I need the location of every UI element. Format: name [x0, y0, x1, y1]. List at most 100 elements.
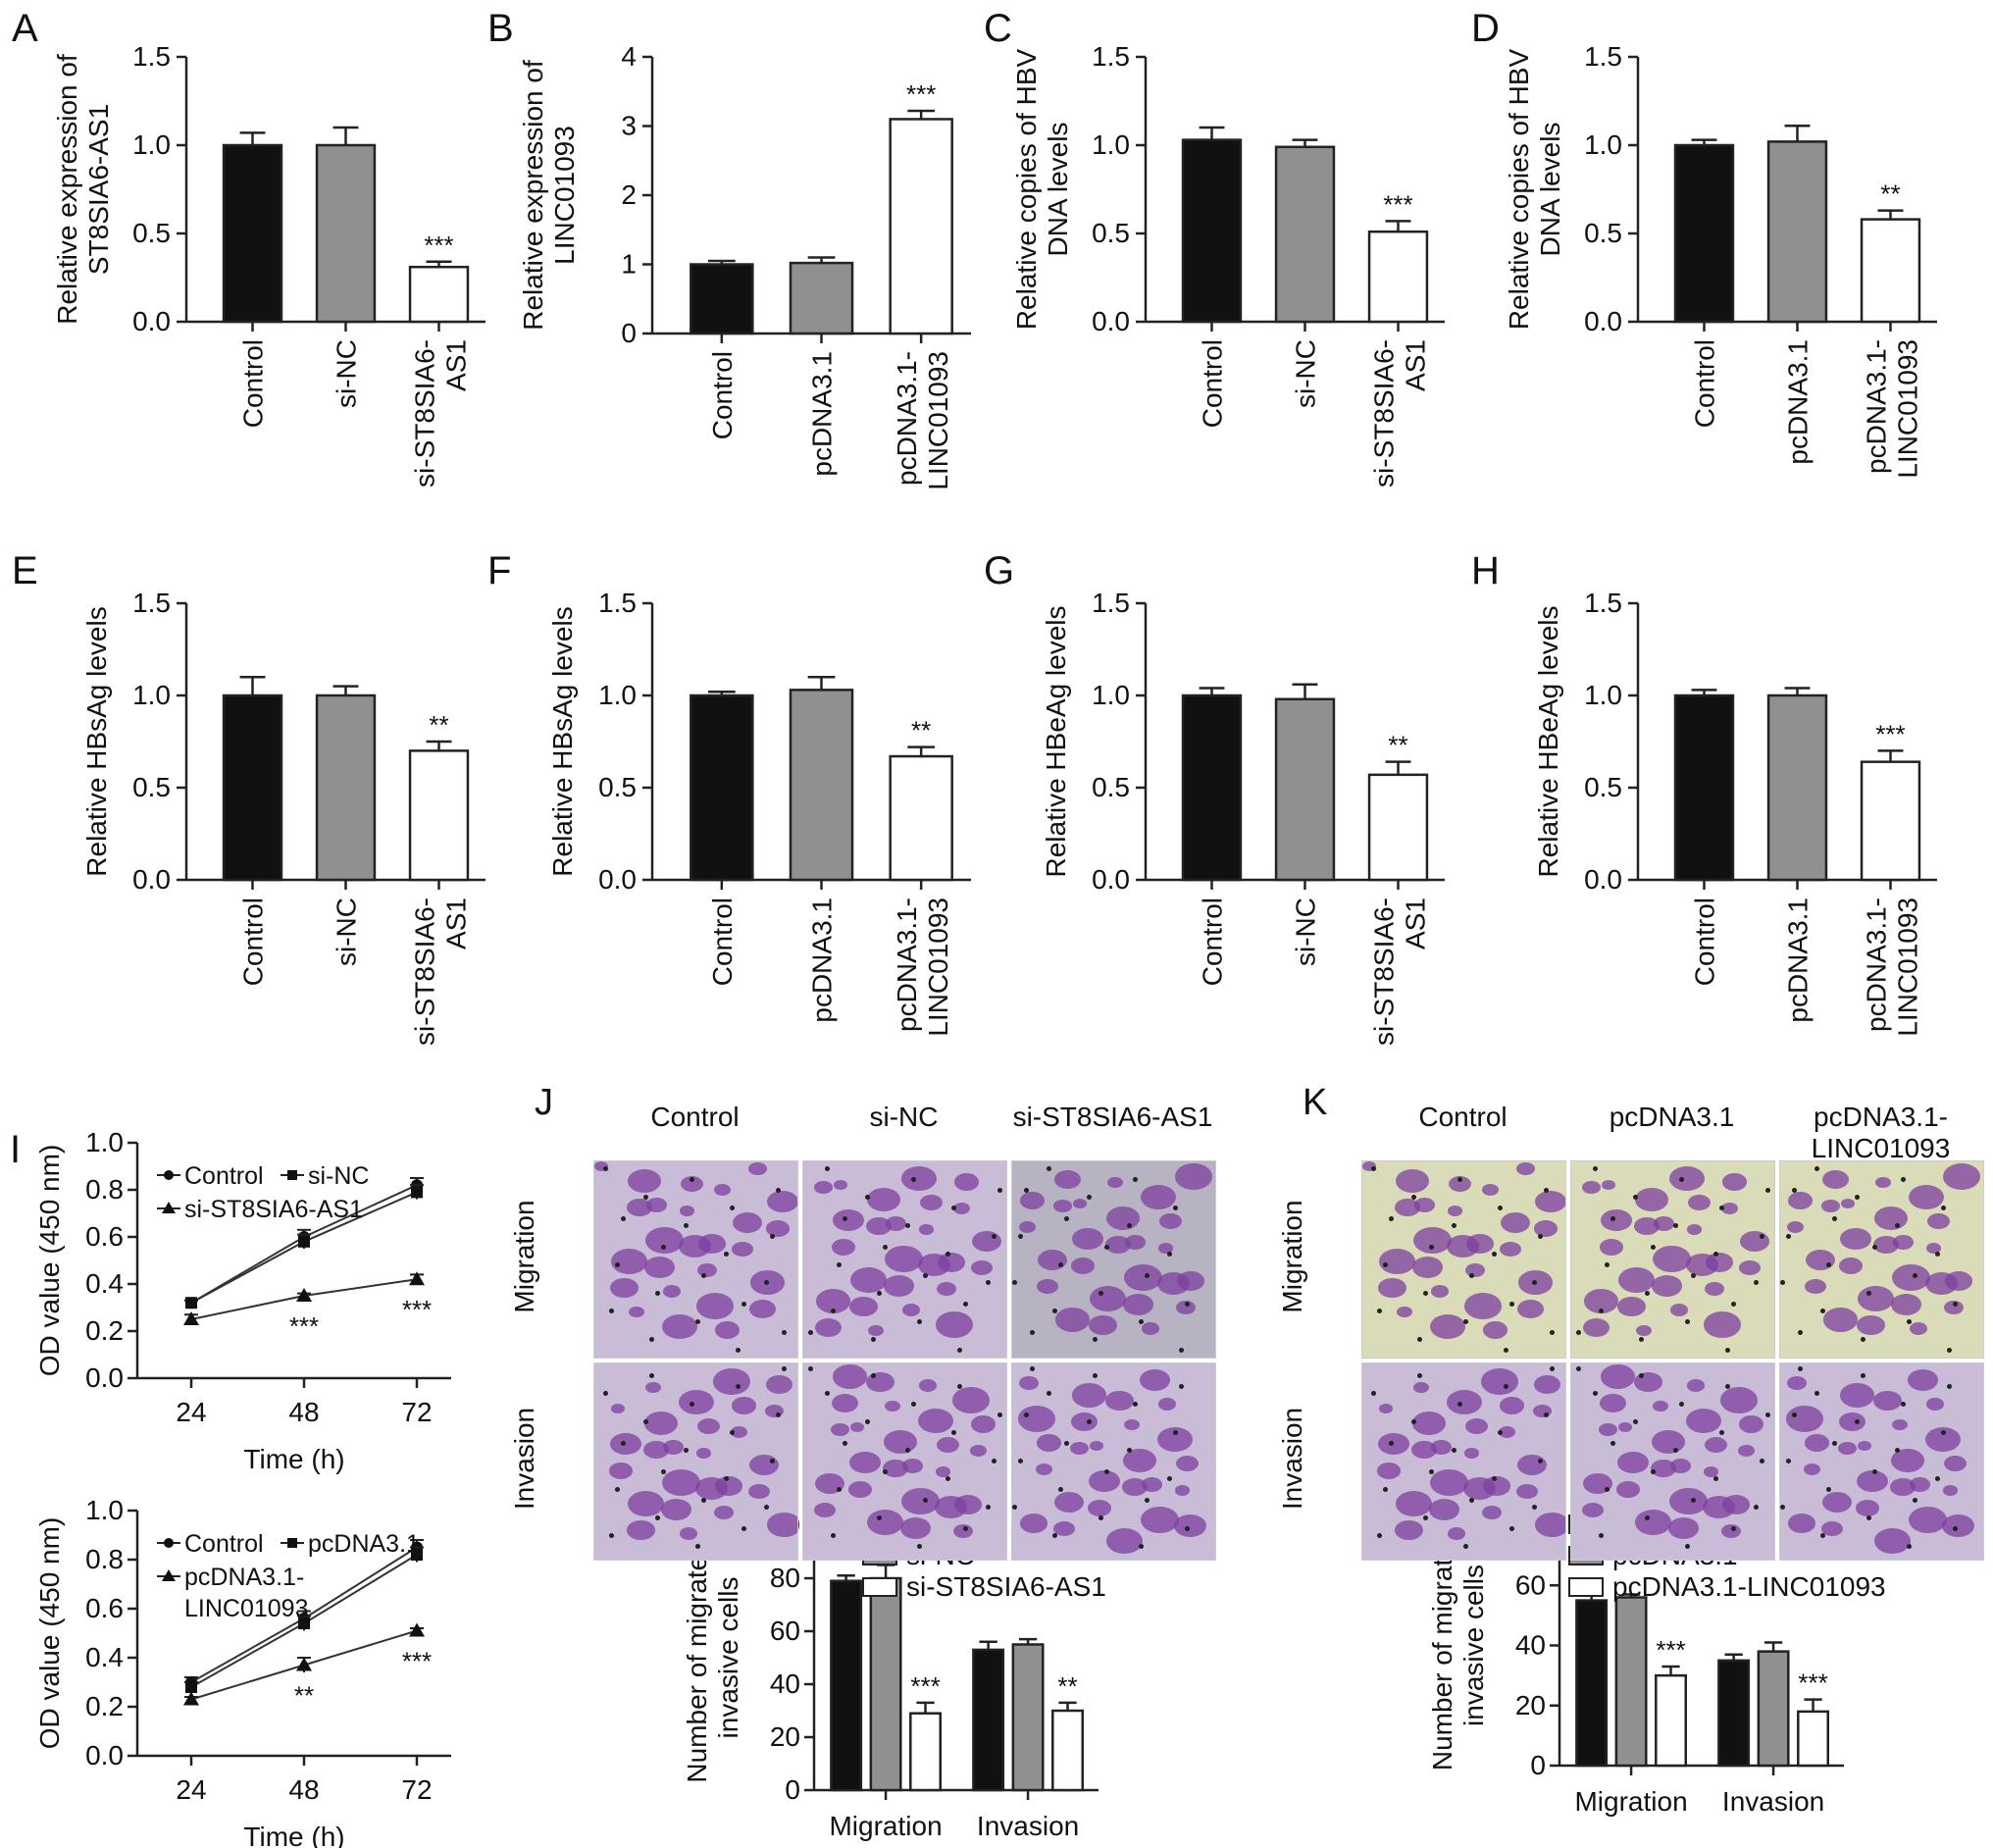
- data-point: [296, 1657, 312, 1671]
- pore-dot: [643, 1195, 648, 1200]
- cell-blob: [833, 1364, 867, 1389]
- bar: [315, 143, 377, 324]
- pore-dot: [963, 1526, 968, 1531]
- bar: [909, 1712, 942, 1792]
- pore-dot: [1820, 1309, 1825, 1313]
- cell-blob: [1071, 1412, 1098, 1431]
- data-point: [409, 1271, 425, 1286]
- cell-blob: [1910, 1322, 1927, 1335]
- pore-dot: [1780, 1280, 1785, 1285]
- cell-blob: [1482, 1184, 1499, 1196]
- cell-blob: [884, 1275, 914, 1297]
- significance-label: **: [1057, 1671, 1077, 1701]
- pore-dot: [1673, 1448, 1678, 1453]
- cell-blob: [1668, 1517, 1699, 1539]
- micrograph-row-label: Invasion: [1277, 1407, 1307, 1511]
- cell-blob: [681, 1176, 703, 1193]
- significance-label: **: [294, 1681, 314, 1711]
- pore-dot: [1651, 1245, 1656, 1250]
- cell-blob: [831, 1423, 849, 1437]
- cell-blob: [1805, 1434, 1829, 1452]
- cell-blob: [1413, 1227, 1452, 1255]
- pore-dot: [1725, 1384, 1730, 1389]
- pore-dot: [1173, 1430, 1178, 1435]
- cell-blob: [1055, 1308, 1090, 1332]
- cell-blob: [1071, 1258, 1095, 1274]
- cell-blob: [1430, 1469, 1468, 1497]
- cell-blob: [1822, 1492, 1852, 1513]
- y-tick-label: 4: [621, 41, 637, 72]
- cell-blob: [1535, 1513, 1565, 1537]
- y-tick-label: 40: [1515, 1630, 1546, 1661]
- x-tick-label: si-NC: [332, 339, 362, 408]
- micrograph-row-label: Invasion: [509, 1407, 539, 1511]
- cell-blob: [766, 1220, 790, 1237]
- cell-blob: [1599, 1423, 1617, 1437]
- pore-dot: [831, 1309, 836, 1313]
- cell-blob: [1908, 1369, 1938, 1391]
- chart-I-top: I 0.0 0.2 0.4 0.6 0.8 1.0 24 48 72 Time (h) OD valu…: [10, 1127, 451, 1474]
- x-tick-label-line: Control: [1198, 339, 1228, 428]
- cell-blob: [1686, 1409, 1721, 1434]
- pore-dot: [1024, 1412, 1029, 1417]
- cell-blob: [594, 1161, 608, 1171]
- x-tick-label: 72: [401, 1397, 432, 1427]
- y-tick-label: 0.2: [85, 1691, 124, 1721]
- cell-blob: [1465, 1263, 1485, 1277]
- pore-dot: [963, 1302, 968, 1307]
- y-axis-label: OD value (450 nm): [34, 1517, 65, 1750]
- cell-blob: [697, 1263, 717, 1277]
- y-tick-label: 0.6: [85, 1593, 124, 1623]
- x-tick-label-line: AS1: [441, 339, 472, 391]
- y-axis-label-line: Relative HBsAg levels: [547, 606, 578, 876]
- legend-label: Control: [184, 1530, 264, 1558]
- bar: [1757, 1650, 1790, 1768]
- cell-blob: [1858, 1441, 1871, 1451]
- y-axis-label: Relative HBeAg levels: [1041, 605, 1071, 877]
- bar: [789, 689, 854, 882]
- x-tick-label-line: si-ST8SIA6-: [1369, 898, 1400, 1046]
- pore-dot: [1593, 1166, 1598, 1171]
- y-tick-label: 0.4: [85, 1268, 124, 1299]
- pore-dot: [1639, 1373, 1644, 1378]
- pore-dot: [1383, 1262, 1388, 1267]
- cell-blob: [1601, 1209, 1632, 1232]
- y-tick-label: 0.0: [132, 306, 171, 336]
- significance-label: ***: [1656, 1635, 1685, 1665]
- significance-label: ***: [1383, 189, 1412, 219]
- cell-blob: [1635, 1188, 1668, 1211]
- cell-blob: [695, 1477, 728, 1501]
- cell-blob: [971, 1415, 996, 1433]
- cell-blob: [645, 1227, 684, 1255]
- cell-blob: [1412, 1257, 1443, 1278]
- pore-dot: [883, 1245, 888, 1250]
- y-tick-label: 1.0: [85, 1127, 124, 1157]
- x-tick-label-line: AS1: [1401, 898, 1431, 950]
- pore-dot: [1691, 1273, 1696, 1278]
- cell-blob: [714, 1184, 731, 1196]
- cell-blob: [733, 1212, 762, 1233]
- bar: [889, 754, 953, 882]
- cell-blob: [611, 1404, 625, 1413]
- pore-dot: [1691, 1498, 1696, 1503]
- x-tick-label: Invasion: [977, 1811, 1079, 1841]
- cell-blob: [885, 1401, 900, 1412]
- pore-dot: [1104, 1469, 1109, 1474]
- panel-letter: G: [984, 549, 1014, 592]
- cell-blob: [1395, 1199, 1420, 1217]
- cell-blob: [1088, 1500, 1111, 1516]
- cell-blob: [1618, 1422, 1632, 1432]
- cell-blob: [1786, 1406, 1823, 1432]
- data-point: [185, 1297, 197, 1309]
- cell-blob: [1053, 1521, 1075, 1537]
- cell-blob: [937, 1282, 956, 1296]
- y-tick-label: 20: [770, 1721, 800, 1752]
- pore-dot: [1907, 1544, 1912, 1549]
- bar: [1797, 1710, 1830, 1768]
- pore-dot: [1099, 1515, 1103, 1520]
- pore-dot: [770, 1459, 775, 1463]
- cell-blob: [1379, 1404, 1393, 1413]
- pore-dot: [655, 1515, 660, 1520]
- micrograph-image: [593, 1160, 798, 1359]
